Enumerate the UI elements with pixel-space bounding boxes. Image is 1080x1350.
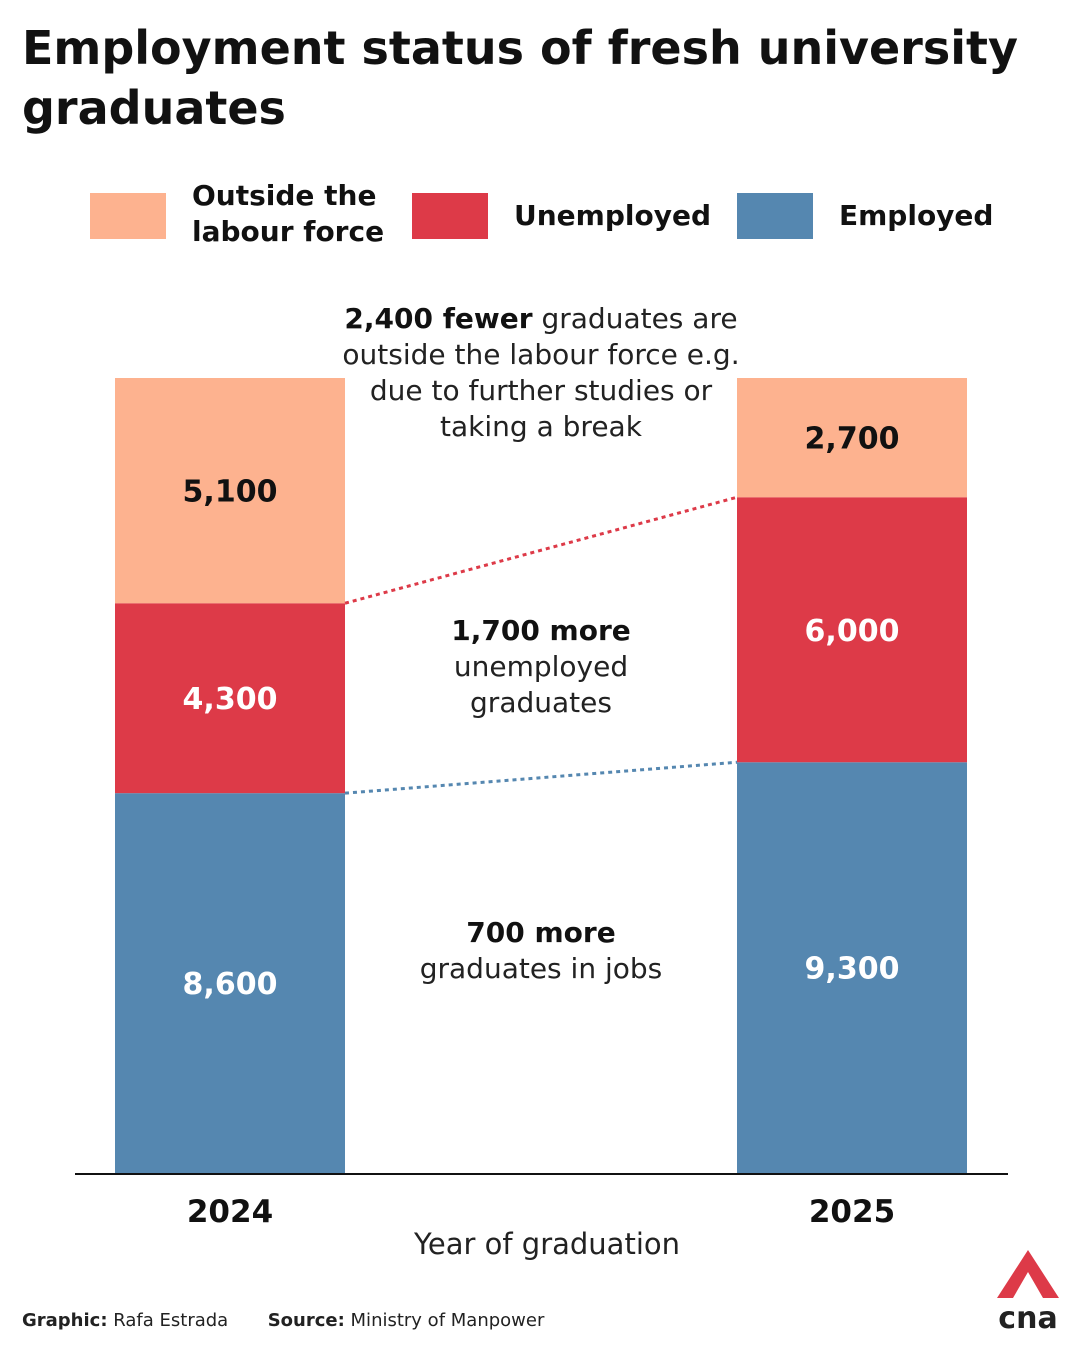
stacked-bar-chart: 8,600 4,300 5,100 9,300 6,000 2,700 2024 2025 Ye… [75, 378, 1008, 1261]
data-label-unemployed-2024: 4,300 [183, 682, 278, 717]
bar-employed-2025 [737, 762, 967, 1173]
annotation-unemployed: 1,700 more unemployed graduates [341, 613, 741, 721]
annotation-outside-text: graduates are outside the labour force e… [342, 302, 740, 443]
data-label-unemployed-2025: 6,000 [805, 614, 900, 649]
data-label-outside-the-labour-force-2024: 5,100 [183, 475, 278, 510]
chart-title: Employment status of fresh university gr… [22, 21, 1018, 135]
footer-source-value: Ministry of Manpower [350, 1310, 545, 1331]
legend-label-employed: Employed [839, 199, 994, 232]
bar-outside-the-labour-force-2025 [737, 378, 967, 498]
footer-graphic-label: Graphic: [22, 1310, 108, 1331]
legend-swatch-employed [737, 193, 813, 239]
annotation-outside: 2,400 fewer graduates are outside the la… [341, 301, 741, 445]
annotation-employed-bold: 700 more [466, 916, 616, 949]
cna-logo-icon: cna [997, 1250, 1059, 1332]
connector-unemployed [344, 495, 738, 605]
bar-unemployed-2024 [115, 603, 345, 794]
bar-outside-the-labour-force-2024 [115, 378, 345, 604]
footer-source-label: Source: [267, 1310, 345, 1331]
annotation-outside-bold: 2,400 fewer [344, 302, 533, 335]
annotation-unemployed-text: unemployed graduates [453, 650, 629, 719]
annotation-employed: 700 more graduates in jobs [341, 915, 741, 987]
data-label-outside-the-labour-force-2025: 2,700 [805, 422, 900, 457]
bar-unemployed-2025 [737, 497, 967, 763]
data-label-employed-2024: 8,600 [183, 967, 278, 1002]
legend-swatch-unemployed [412, 193, 488, 239]
legend-label-unemployed: Unemployed [514, 199, 711, 232]
data-label-employed-2025: 9,300 [805, 952, 900, 987]
x-tick-label-2025: 2025 [809, 1194, 895, 1230]
legend-label-outside: Outside the labour force [192, 179, 385, 248]
connector-employed [344, 760, 738, 795]
footer-graphic-value: Rafa Estrada [113, 1310, 229, 1331]
annotation-unemployed-bold: 1,700 more [451, 614, 631, 647]
bar-employed-2024 [115, 793, 345, 1173]
x-tick-label-2024: 2024 [187, 1194, 273, 1230]
logo-text: cna [998, 1301, 1057, 1332]
annotation-employed-text: graduates in jobs [419, 952, 663, 985]
legend-swatch-outside [90, 193, 166, 239]
footer: Graphic: Rafa Estrada Source: Ministry o… [22, 1310, 544, 1331]
x-axis-label: Year of graduation [413, 1227, 680, 1261]
